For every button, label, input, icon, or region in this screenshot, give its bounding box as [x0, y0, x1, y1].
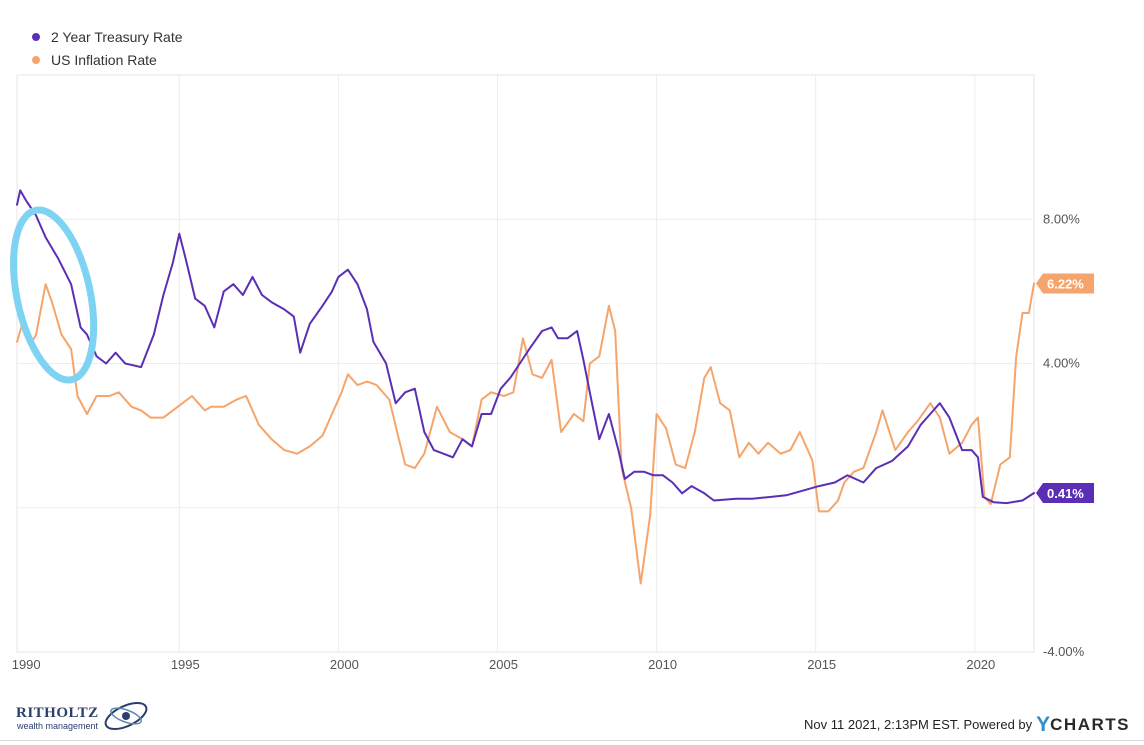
annotation-circle	[10, 206, 98, 384]
x-tick-label: 1995	[171, 657, 200, 672]
x-tick-label: 2015	[807, 657, 836, 672]
footer-attribution: Nov 11 2021, 2:13PM EST. Powered by Y CH…	[804, 714, 1130, 735]
x-tick-label: 2000	[330, 657, 359, 672]
ritholtz-logo: RITHOLTZ wealth management	[16, 698, 156, 738]
svg-text:0.41%: 0.41%	[1047, 486, 1084, 501]
x-tick-label: 2005	[489, 657, 518, 672]
brand-subtitle: wealth management	[17, 721, 99, 731]
ycharts-logo[interactable]: Y CHARTS	[1036, 714, 1130, 735]
x-tick-label: 2010	[648, 657, 677, 672]
brand-name: RITHOLTZ	[16, 705, 99, 721]
line-chart: 1990 1995 2000 2005 2010 2015 2020 8.00% 4.00% -4…	[10, 74, 1094, 672]
end-tag-inflation: 6.22%	[1036, 273, 1094, 294]
bottom-divider	[0, 740, 1144, 741]
series-line-treasury	[16, 189, 1035, 505]
legend-dot-treasury	[32, 32, 40, 41]
svg-text:6.22%: 6.22%	[1047, 276, 1084, 291]
legend: 2 Year Treasury Rate US Inflation Rate	[32, 25, 183, 71]
end-tag-treasury: 0.41%	[1036, 482, 1094, 503]
legend-label-inflation: US Inflation Rate	[51, 51, 157, 68]
ycharts-wordmark: CHARTS	[1050, 715, 1130, 734]
ritholtz-mark-icon	[104, 702, 148, 730]
ycharts-y-icon: Y	[1036, 713, 1051, 736]
legend-label-treasury: 2 Year Treasury Rate	[51, 28, 183, 45]
x-tick-label: 2020	[966, 657, 995, 672]
y-tick-label: -4.00%	[1043, 644, 1085, 659]
series-line-inflation	[16, 282, 1035, 585]
y-tick-label: 8.00%	[1043, 211, 1080, 226]
footer-timestamp: Nov 11 2021, 2:13PM EST. Powered by	[804, 717, 1033, 732]
legend-dot-inflation	[32, 55, 40, 64]
legend-item-inflation[interactable]: US Inflation Rate	[32, 48, 183, 71]
x-tick-label: 1990	[12, 657, 41, 672]
y-tick-label: 4.00%	[1043, 356, 1080, 371]
legend-item-treasury[interactable]: 2 Year Treasury Rate	[32, 25, 183, 48]
